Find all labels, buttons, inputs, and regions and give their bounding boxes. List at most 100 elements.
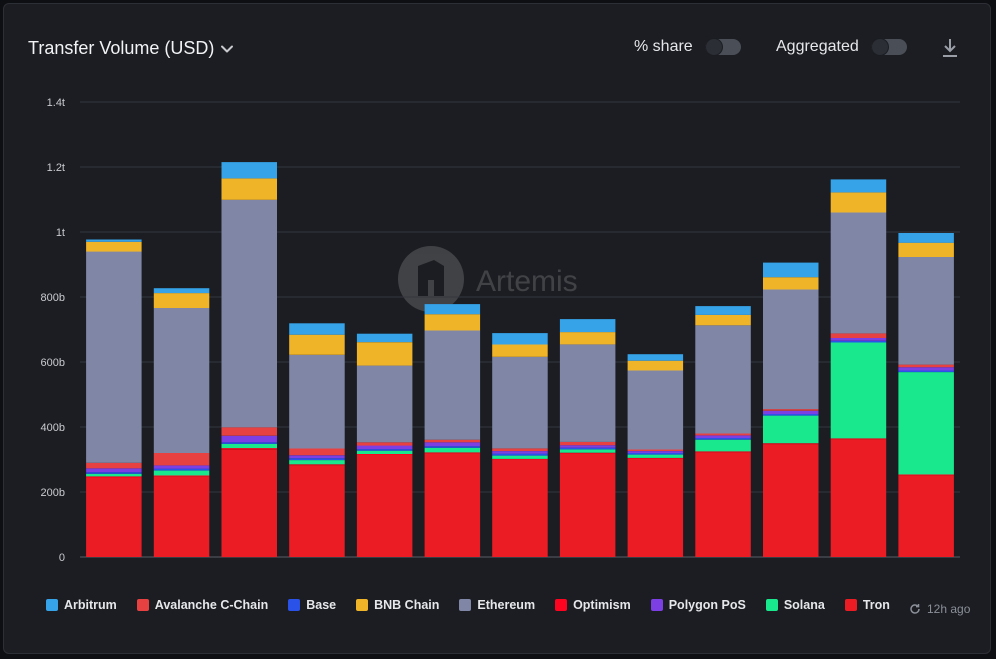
bar-tron (424, 453, 481, 557)
bar-arbitrum (356, 333, 413, 343)
bar-optimism (424, 452, 481, 454)
legend-label: Optimism (573, 598, 631, 612)
bar-base (289, 458, 345, 461)
bar-arbitrum (221, 162, 277, 179)
bar-solana (559, 449, 616, 453)
metric-selector[interactable]: Transfer Volume (USD) (28, 38, 234, 59)
bar-arbitrum (559, 319, 616, 333)
bar-ethereum (627, 370, 684, 450)
bar-base (763, 414, 819, 416)
bar-base (830, 340, 887, 343)
bar-optimism (695, 451, 751, 453)
bar-arbitrum (627, 354, 684, 361)
legend-label: BNB Chain (374, 598, 440, 612)
share-toggle-knob (705, 39, 722, 55)
bar-optimism (559, 452, 616, 454)
y-tick-label: 600b (41, 357, 65, 369)
bar-bnb-chain (695, 314, 751, 326)
bar-tron (830, 439, 887, 557)
legend-item[interactable]: Solana (765, 598, 825, 612)
legend-swatch (356, 599, 369, 611)
bar-polygon-pos (289, 455, 345, 459)
share-toggle[interactable] (704, 39, 741, 55)
bar-polygon-pos (86, 468, 142, 473)
legend-swatch (459, 599, 472, 611)
aggregated-toggle-knob (871, 39, 888, 55)
bar-base (86, 472, 142, 474)
legend-swatch (136, 599, 149, 611)
bar-base (153, 468, 210, 471)
chart-legend: Arbitrum Avalanche C-Chain Base BNB Chain Et… (46, 598, 910, 612)
legend-swatch (555, 599, 568, 611)
legend-item[interactable]: Ethereum (459, 598, 535, 612)
bar-polygon-pos (356, 445, 413, 450)
bar-arbitrum (763, 262, 819, 278)
bar-solana (153, 470, 210, 476)
bar-bnb-chain (424, 314, 481, 331)
y-tick-label: 0 (59, 552, 65, 564)
bar-bnb-chain (289, 334, 345, 355)
chart-plot: Artemis0200b400b600b800b1t1.2t1.4t2023-0… (41, 97, 960, 564)
bar-solana (492, 455, 548, 459)
bar-solana (763, 415, 819, 444)
aggregated-toggle[interactable] (870, 39, 907, 55)
bar-ethereum (492, 356, 548, 449)
bar-solana (424, 447, 481, 453)
bar-bnb-chain (492, 344, 548, 357)
bar-optimism (153, 475, 210, 477)
bar-base (492, 453, 548, 456)
bar-bnb-chain (559, 332, 616, 345)
bar-optimism (898, 474, 954, 476)
share-label: % share (634, 38, 693, 55)
legend-swatch (650, 599, 663, 611)
y-tick-label: 1t (56, 227, 65, 239)
bar-solana (289, 460, 345, 465)
bar-avalanche-c-chain (695, 433, 751, 436)
legend-swatch (46, 599, 58, 611)
bar-arbitrum (898, 233, 954, 243)
bar-bnb-chain (153, 293, 210, 308)
share-control: % share (634, 38, 741, 56)
bar-bnb-chain (86, 241, 142, 252)
bar-tron (627, 458, 684, 557)
aggregated-control: Aggregated (776, 38, 907, 56)
bar-optimism (356, 454, 413, 455)
bar-avalanche-c-chain (492, 448, 548, 451)
legend-item[interactable]: Arbitrum (46, 598, 117, 612)
watermark-logo-icon (398, 246, 464, 312)
aggregated-label: Aggregated (776, 38, 859, 55)
bar-tron (492, 459, 548, 557)
bar-tron (86, 478, 142, 557)
bar-ethereum (356, 365, 413, 443)
y-tick-label: 800b (41, 292, 65, 304)
y-tick-label: 1.4t (47, 97, 65, 109)
legend-item[interactable]: Tron (844, 598, 890, 612)
watermark-logo-glyph (418, 260, 444, 296)
bar-arbitrum (830, 179, 887, 193)
bar-arbitrum (153, 288, 210, 294)
bar-ethereum (86, 251, 142, 463)
legend-item[interactable]: Base (288, 598, 336, 612)
legend-swatch (765, 599, 778, 611)
legend-label: Arbitrum (64, 598, 117, 612)
bar-tron (153, 476, 210, 557)
download-icon[interactable] (940, 37, 960, 59)
legend-item[interactable]: Optimism (555, 598, 631, 612)
bar-solana (898, 372, 954, 475)
bar-bnb-chain (627, 360, 684, 371)
chart-card: Transfer Volume (USD) % share Aggregated… (3, 3, 991, 654)
bar-base (559, 447, 616, 450)
legend-item[interactable]: BNB Chain (356, 598, 439, 612)
bar-ethereum (221, 199, 277, 428)
legend-item[interactable]: Avalanche C-Chain (136, 598, 268, 612)
legend-label: Tron (862, 598, 890, 612)
last-updated-text: 12h ago (927, 602, 971, 616)
refresh-icon (910, 604, 920, 614)
legend-item[interactable]: Polygon PoS (650, 598, 746, 612)
bar-arbitrum (492, 333, 548, 345)
bar-arbitrum (424, 304, 481, 315)
bar-polygon-pos (221, 435, 277, 443)
bar-optimism (627, 457, 684, 459)
bar-solana (86, 473, 142, 477)
bar-optimism (830, 438, 887, 440)
